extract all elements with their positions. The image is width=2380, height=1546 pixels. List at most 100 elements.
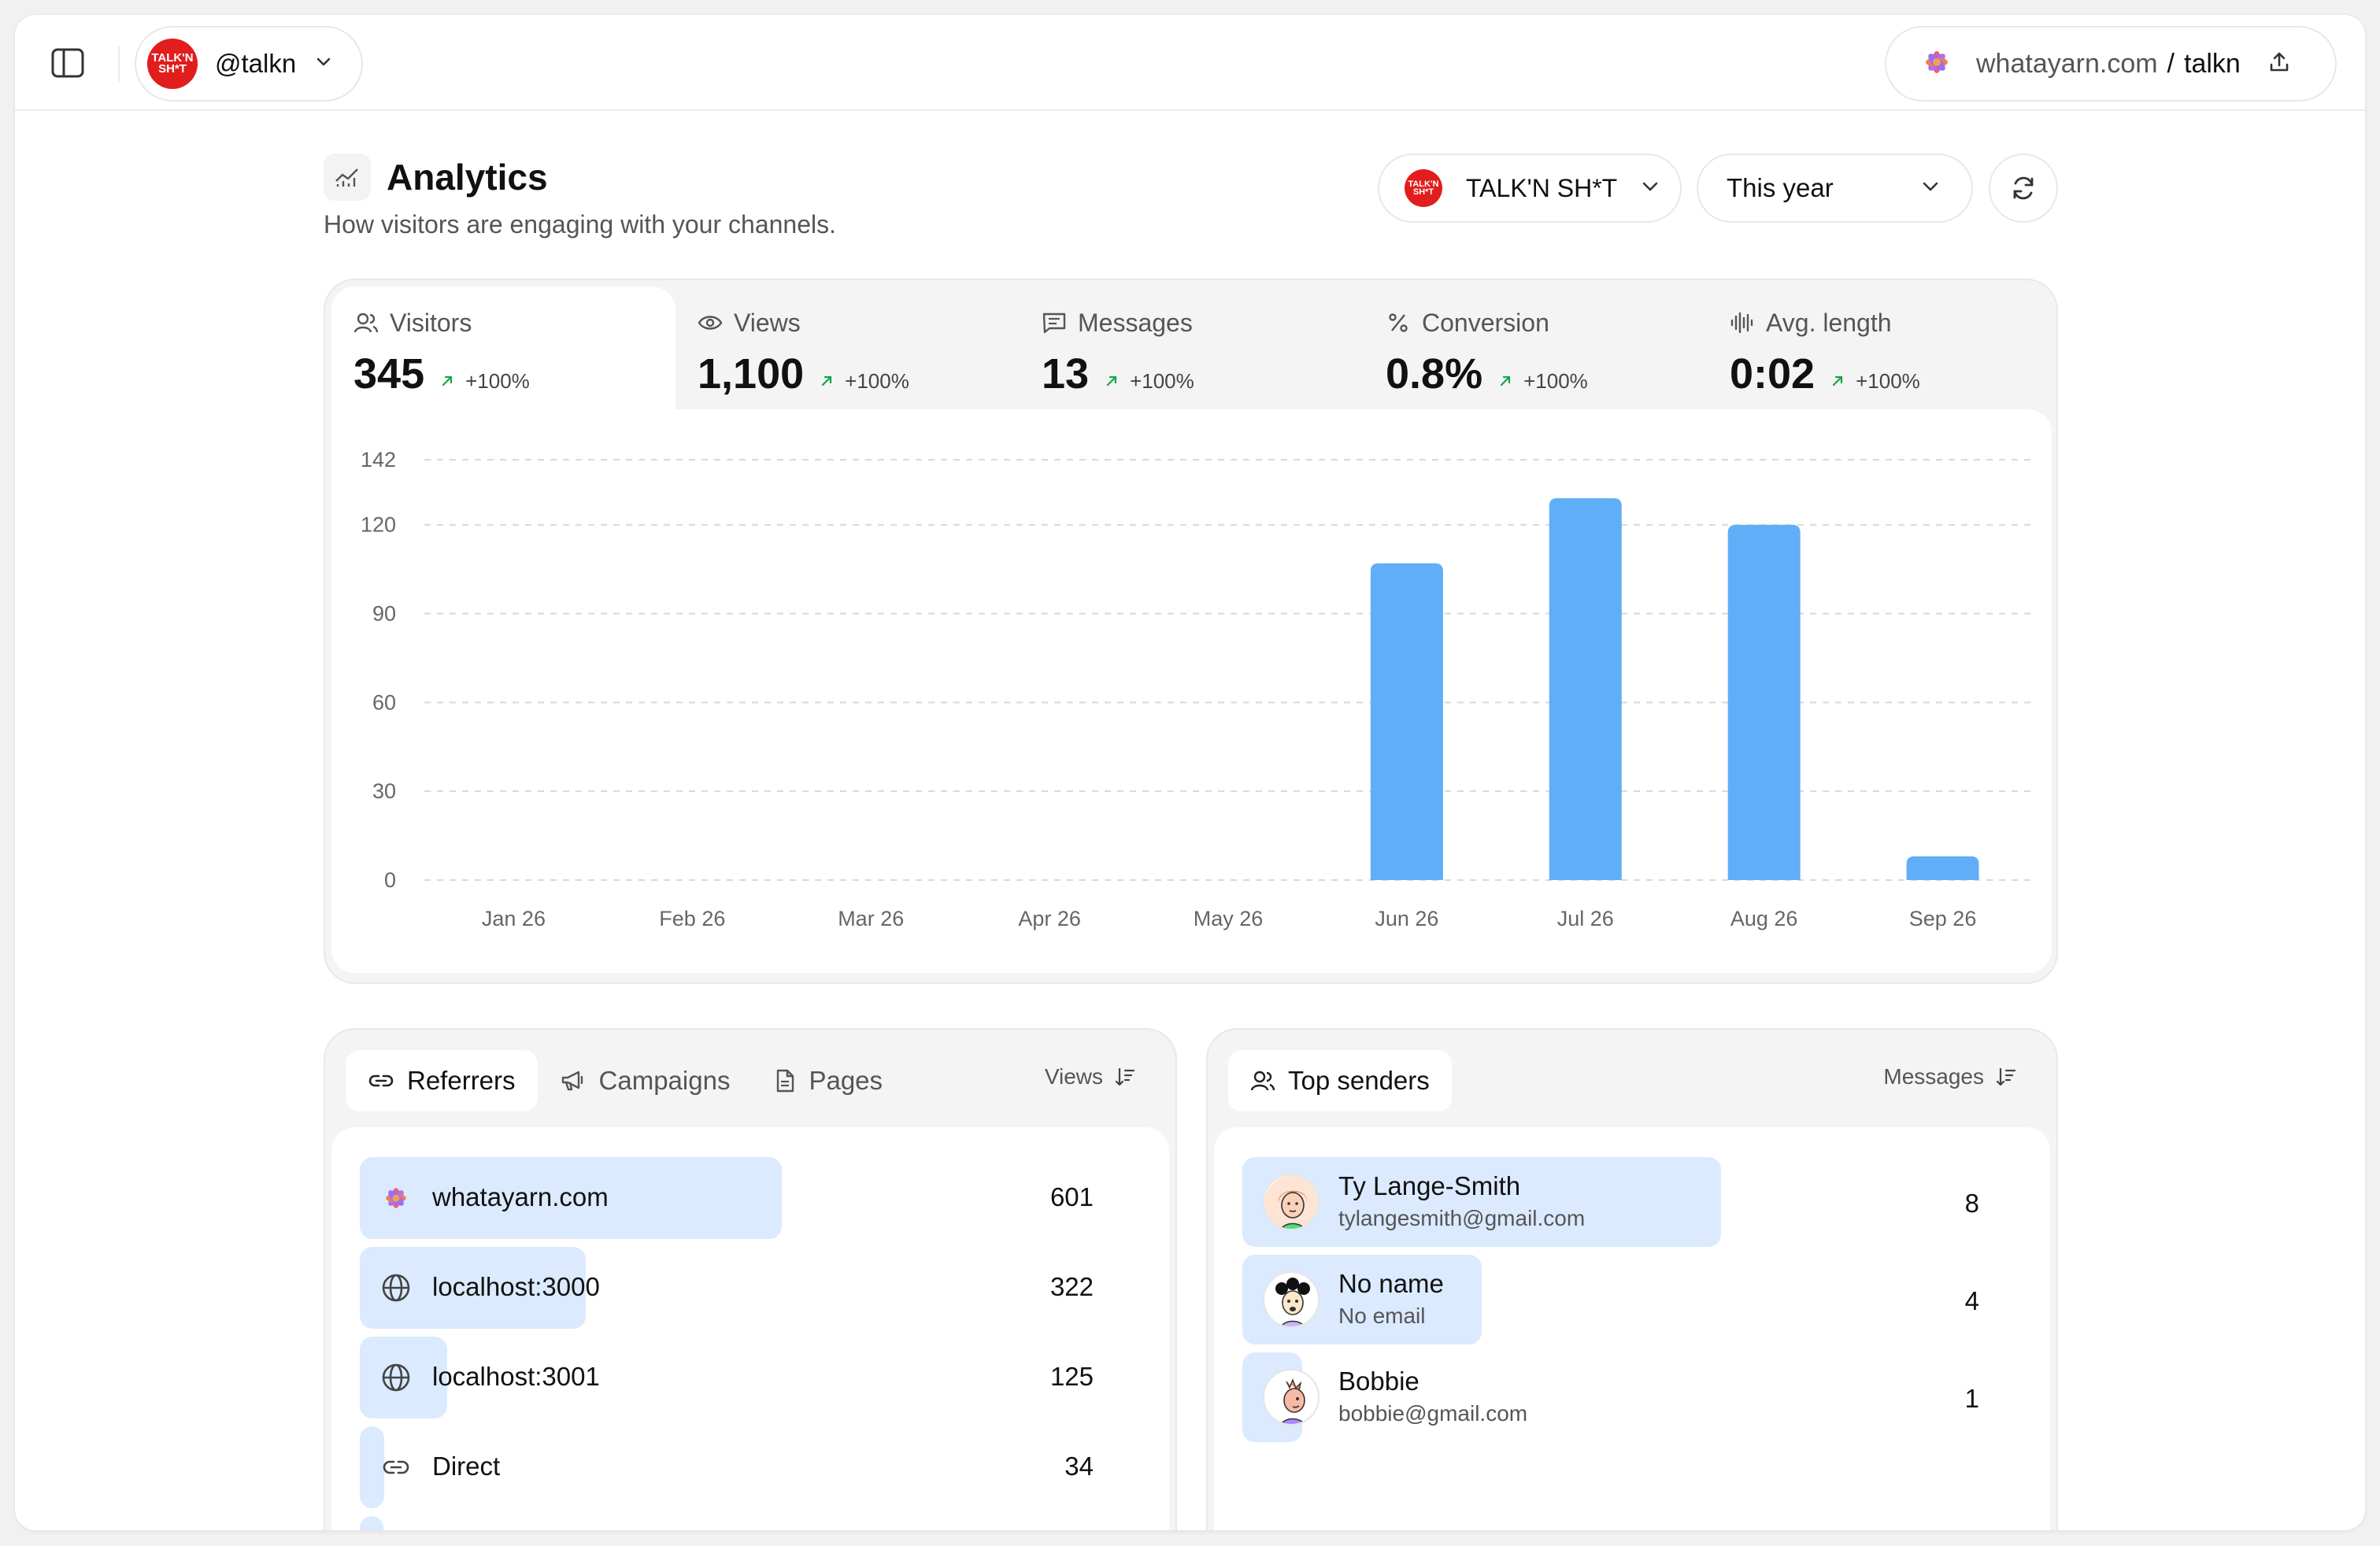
x-tick-label: Aug 26 [1730, 907, 1798, 930]
x-tick-label: Jan 26 [482, 907, 546, 930]
stat-tab-avg-length[interactable]: Avg. length 0:02 +100% [1708, 287, 2052, 409]
sender-name: Ty Lange-Smith [1338, 1171, 1521, 1200]
row-bar [360, 1157, 782, 1239]
list-item[interactable]: whatayarn.com 601 [360, 1157, 1094, 1239]
stat-tabs: Visitors 345 +100% Views 1,100 [331, 287, 2052, 409]
tab-pages[interactable]: Pages [752, 1050, 905, 1111]
globe-icon [380, 1362, 412, 1397]
referrer-value: 125 [1049, 1362, 1094, 1391]
avatar [1263, 1174, 1320, 1230]
tab-top-senders[interactable]: Top senders [1228, 1050, 1452, 1111]
stat-label: Avg. length [1766, 308, 1892, 337]
y-tick-label: 60 [372, 690, 396, 714]
senders-sort[interactable]: Messages [1883, 1064, 2017, 1089]
logo-text: TALK'N SH*T [1408, 179, 1439, 197]
bar [1370, 563, 1443, 880]
chevron-down-icon [1641, 181, 1660, 196]
row-bar [360, 1426, 384, 1508]
y-tick-label: 120 [361, 513, 396, 537]
x-tick-label: Apr 26 [1018, 907, 1081, 930]
x-tick-label: Sep 26 [1909, 907, 1977, 930]
arrow-up-right-icon [822, 375, 832, 386]
stat-delta: +100% [1105, 369, 1194, 394]
globe-icon [380, 1272, 412, 1307]
stat-label: Messages [1078, 308, 1193, 337]
list-item[interactable]: Bobbie bobbie@gmail.com 1 [1242, 1352, 1998, 1442]
stat-delta-text: +100% [845, 368, 909, 393]
chevron-down-icon [315, 57, 332, 72]
share-icon[interactable] [2267, 50, 2291, 78]
date-range-select[interactable]: This year [1697, 153, 1973, 223]
bar [1906, 856, 1979, 880]
top-senders-card: Top senders Messages Ty Lange-Smith tyla… [1206, 1028, 2058, 1530]
users-icon [353, 313, 379, 333]
account-switcher[interactable]: TALK'N SH*T @talkn [135, 26, 363, 102]
referrer-name: whatayarn.com [432, 1182, 609, 1211]
x-tick-label: Mar 26 [838, 907, 904, 930]
bar-chart: 0 30 60 90 120 142 Jan 26 Feb 26 Mar 26 Apr 26 May… [361, 448, 2032, 930]
percent-icon [1389, 313, 1408, 332]
account-avatar: TALK'N SH*T [147, 39, 198, 89]
site-link[interactable]: whatayarn.com / talkn [1885, 26, 2337, 102]
logo-text: TALK'N SH*T [151, 51, 194, 76]
stat-tab-messages[interactable]: Messages 13 +100% [1020, 287, 1364, 409]
stat-tab-conversion[interactable]: Conversion 0.8% +100% [1364, 287, 1708, 409]
bar [1727, 524, 1801, 880]
users-icon [1250, 1071, 1275, 1091]
divider [118, 46, 120, 83]
referrers-sort[interactable]: Views [1045, 1064, 1136, 1089]
referrer-name: localhost:3001 [432, 1362, 600, 1391]
refresh-button[interactable] [1989, 153, 2058, 223]
sender-name: Bobbie [1338, 1367, 1419, 1396]
tab-campaigns[interactable]: Campaigns [538, 1050, 753, 1111]
stat-delta-text: +100% [465, 368, 530, 393]
list-item[interactable] [360, 1516, 1094, 1530]
arrow-up-right-icon [1832, 375, 1843, 386]
y-tick-label: 142 [361, 448, 396, 472]
list-item[interactable]: localhost:3001 125 [360, 1337, 1094, 1418]
channel-avatar: TALK'N SH*T [1405, 169, 1442, 207]
sidebar-toggle-icon[interactable] [50, 46, 86, 80]
stat-value: 0:02 [1730, 350, 1816, 398]
x-tick-label: May 26 [1194, 907, 1264, 930]
y-tick-label: 0 [384, 868, 396, 892]
list-item[interactable]: Ty Lange-Smith tylangesmith@gmail.com 8 [1242, 1157, 1998, 1247]
sender-email: bobbie@gmail.com [1338, 1401, 1528, 1426]
senders-tabs: Top senders [1228, 1050, 1452, 1111]
site-slug: talkn [2184, 48, 2241, 79]
tab-referrers[interactable]: Referrers [346, 1050, 538, 1111]
stat-tab-visitors[interactable]: Visitors 345 +100% [331, 287, 676, 409]
bar [1549, 497, 1622, 880]
flower-icon [1919, 45, 1954, 83]
senders-list: Ty Lange-Smith tylangesmith@gmail.com 8 … [1214, 1127, 2050, 1530]
analytics-card: Visitors 345 +100% Views 1,100 [324, 279, 2058, 984]
link-icon [380, 1452, 412, 1487]
stat-delta-text: +100% [1130, 368, 1194, 393]
flower-icon [380, 1182, 412, 1218]
sender-name: No name [1338, 1269, 1444, 1298]
referrer-value: 34 [1064, 1452, 1094, 1481]
date-range-label: This year [1727, 173, 1834, 202]
channel-label: TALK'N SH*T [1466, 173, 1618, 202]
channel-select[interactable]: TALK'N SH*T TALK'N SH*T [1378, 153, 1682, 223]
message-icon [1042, 313, 1066, 334]
x-tick-label: Jun 26 [1375, 907, 1438, 930]
stat-delta-text: +100% [1856, 368, 1920, 393]
tab-label: Referrers [407, 1066, 516, 1095]
account-handle: @talkn [215, 49, 297, 78]
tab-label: Top senders [1288, 1066, 1430, 1095]
tab-label: Campaigns [598, 1066, 731, 1095]
sender-value: 4 [1964, 1286, 1979, 1315]
stat-tab-views[interactable]: Views 1,100 +100% [676, 287, 1020, 409]
y-tick-label: 30 [372, 779, 396, 803]
list-item[interactable]: No name No email 4 [1242, 1255, 1998, 1344]
referrers-list: whatayarn.com 601 localhost:3000 322 loc… [331, 1127, 1169, 1530]
site-domain: whatayarn.com [1976, 48, 2158, 79]
tab-label: Pages [809, 1066, 883, 1095]
list-item[interactable]: localhost:3000 322 [360, 1247, 1094, 1329]
list-item[interactable]: Direct 34 [360, 1426, 1094, 1508]
stat-label: Views [734, 308, 801, 337]
avatar [1263, 1369, 1320, 1426]
page-title: Analytics [387, 157, 548, 198]
x-tick-label: Jul 26 [1557, 907, 1614, 930]
